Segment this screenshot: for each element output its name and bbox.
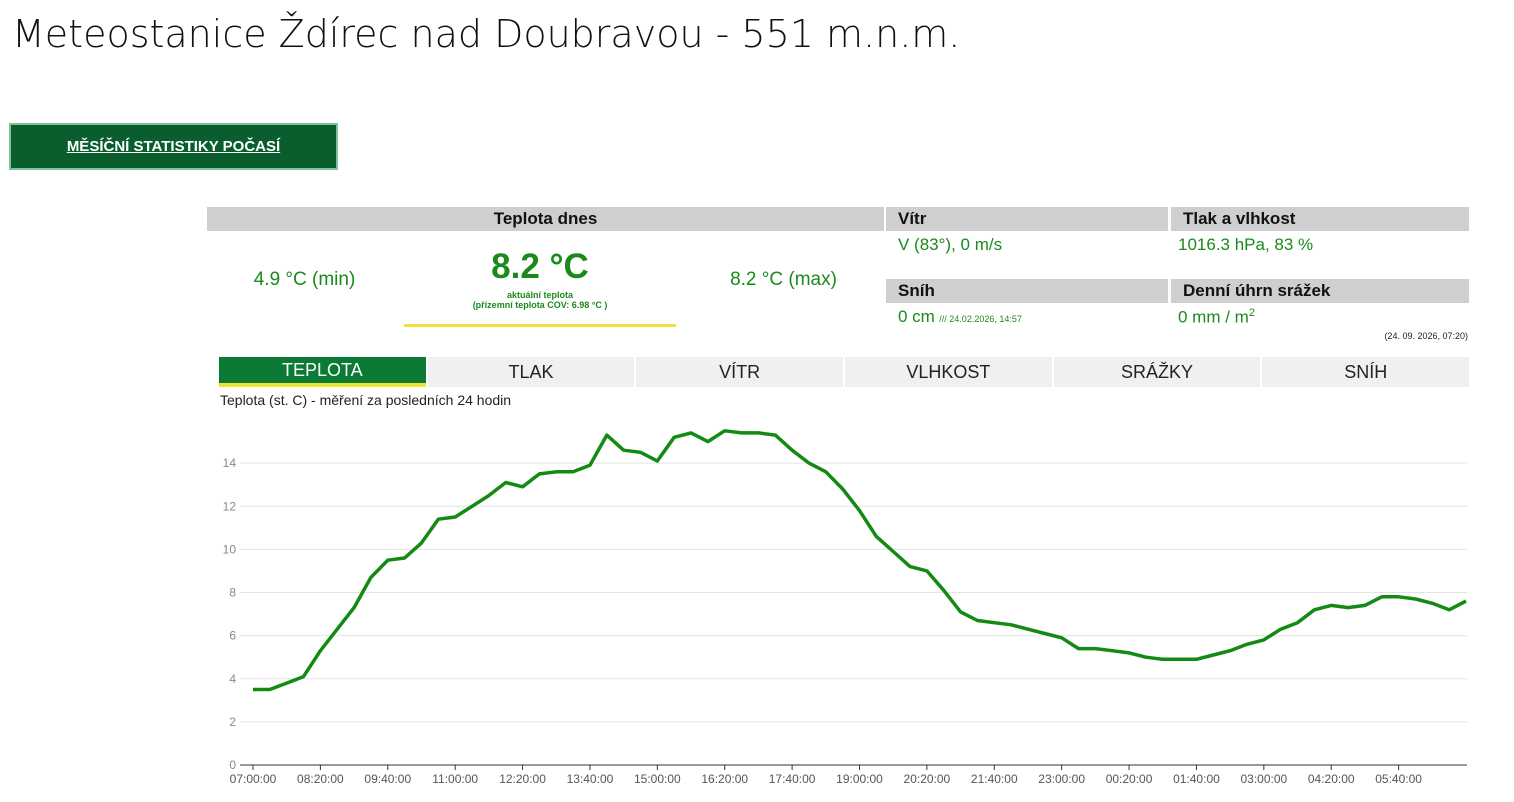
y-tick-label: 14	[223, 456, 237, 470]
x-tick-label: 01:40:00	[1173, 772, 1220, 786]
rain-info: 0 mm / m2	[1178, 307, 1255, 328]
pressure-value: 1016.3 hPa, 83 %	[1178, 235, 1314, 254]
x-tick-label: 11:00:00	[432, 772, 478, 786]
ground-temperature: (přízemní teplota COV: 6.98 °C )	[472, 300, 608, 310]
x-tick-label: 16:20:00	[701, 772, 748, 786]
x-tick-label: 19:00:00	[836, 772, 883, 786]
temperature-max: 8.2 °C (max)	[730, 269, 837, 290]
y-tick-label: 12	[223, 499, 237, 513]
snow-note: /// 24.02.2026, 14:57	[939, 314, 1022, 324]
x-tick-label: 17:40:00	[769, 772, 816, 786]
x-tick-label: 08:20:00	[297, 772, 344, 786]
snow-info: 0 cm /// 24.02.2026, 14:57	[898, 307, 1022, 327]
chart-title: Teplota (st. C) - měření za posledních 2…	[220, 392, 512, 408]
x-tick-label: 03:00:00	[1240, 772, 1287, 786]
x-tick-label: 15:00:00	[634, 772, 681, 786]
x-tick-label: 23:00:00	[1038, 772, 1085, 786]
temperature-line	[253, 429, 1467, 692]
x-tick-label: 12:20:00	[499, 772, 546, 786]
temperature-heading: Teplota dnes	[207, 207, 884, 231]
temperature-current-label: aktuální teplota	[506, 290, 573, 300]
temperature-min: 4.9 °C (min)	[253, 269, 356, 290]
button-label[interactable]: MĚSÍČNÍ STATISTIKY POČASÍ	[66, 138, 281, 155]
page-title: Meteostanice Ždírec nad Doubravou - 551 …	[12, 12, 961, 56]
rain-unit-sup: 2	[1248, 307, 1255, 319]
tab[interactable]: VLHKOST	[845, 357, 1052, 387]
y-tick-label: 6	[229, 629, 236, 643]
chart: 0 2 4 6 8 10 12 14 07:00:00 08:20:00 09:40:00 11:00…	[223, 429, 1467, 786]
x-tick-label: 00:20:00	[1106, 772, 1153, 786]
tab[interactable]: SNÍH	[1262, 357, 1470, 387]
y-tick-label: 4	[229, 672, 236, 686]
tab[interactable]: SRÁŽKY	[1053, 357, 1261, 387]
rain-value: 0 mm / m	[1178, 307, 1249, 327]
underline	[404, 324, 676, 327]
tab[interactable]: TEPLOTA	[219, 357, 426, 387]
x-tick-label: 21:40:00	[971, 772, 1018, 786]
temperature-current: 8.2 °C	[491, 247, 589, 286]
tab[interactable]: TLAK	[427, 357, 635, 387]
x-tick-label: 04:20:00	[1308, 772, 1355, 786]
monthly-stats-button[interactable]: MĚSÍČNÍ STATISTIKY POČASÍ	[9, 123, 338, 170]
wind-value: V (83°), 0 m/s	[898, 235, 1003, 254]
tab[interactable]: VÍTR	[636, 357, 844, 387]
y-tick-label: 10	[223, 542, 237, 556]
x-tick-label: 07:00:00	[230, 772, 277, 786]
y-tick-label: 8	[229, 586, 236, 600]
x-tick-label: 13:40:00	[567, 772, 614, 786]
x-tick-label: 09:40:00	[364, 772, 411, 786]
snow-heading: Sníh	[886, 279, 1168, 303]
updated: (24. 09. 2026, 07:20)	[1384, 331, 1468, 341]
x-tick-label: 20:20:00	[904, 772, 951, 786]
rain-heading: Denní úhrn srážek	[1171, 279, 1469, 303]
snow-value: 0 cm	[898, 307, 935, 326]
wind-heading: Vítr	[886, 207, 1168, 231]
y-tick-label: 0	[229, 758, 236, 772]
x-tick-label: 05:40:00	[1375, 772, 1422, 786]
tabs: TEPLOTA TLAK VÍTR VLHKOST SRÁŽKY SNÍH	[219, 357, 1470, 387]
y-tick-label: 2	[229, 715, 236, 729]
pressure-heading: Tlak a vlhkost	[1171, 207, 1469, 231]
